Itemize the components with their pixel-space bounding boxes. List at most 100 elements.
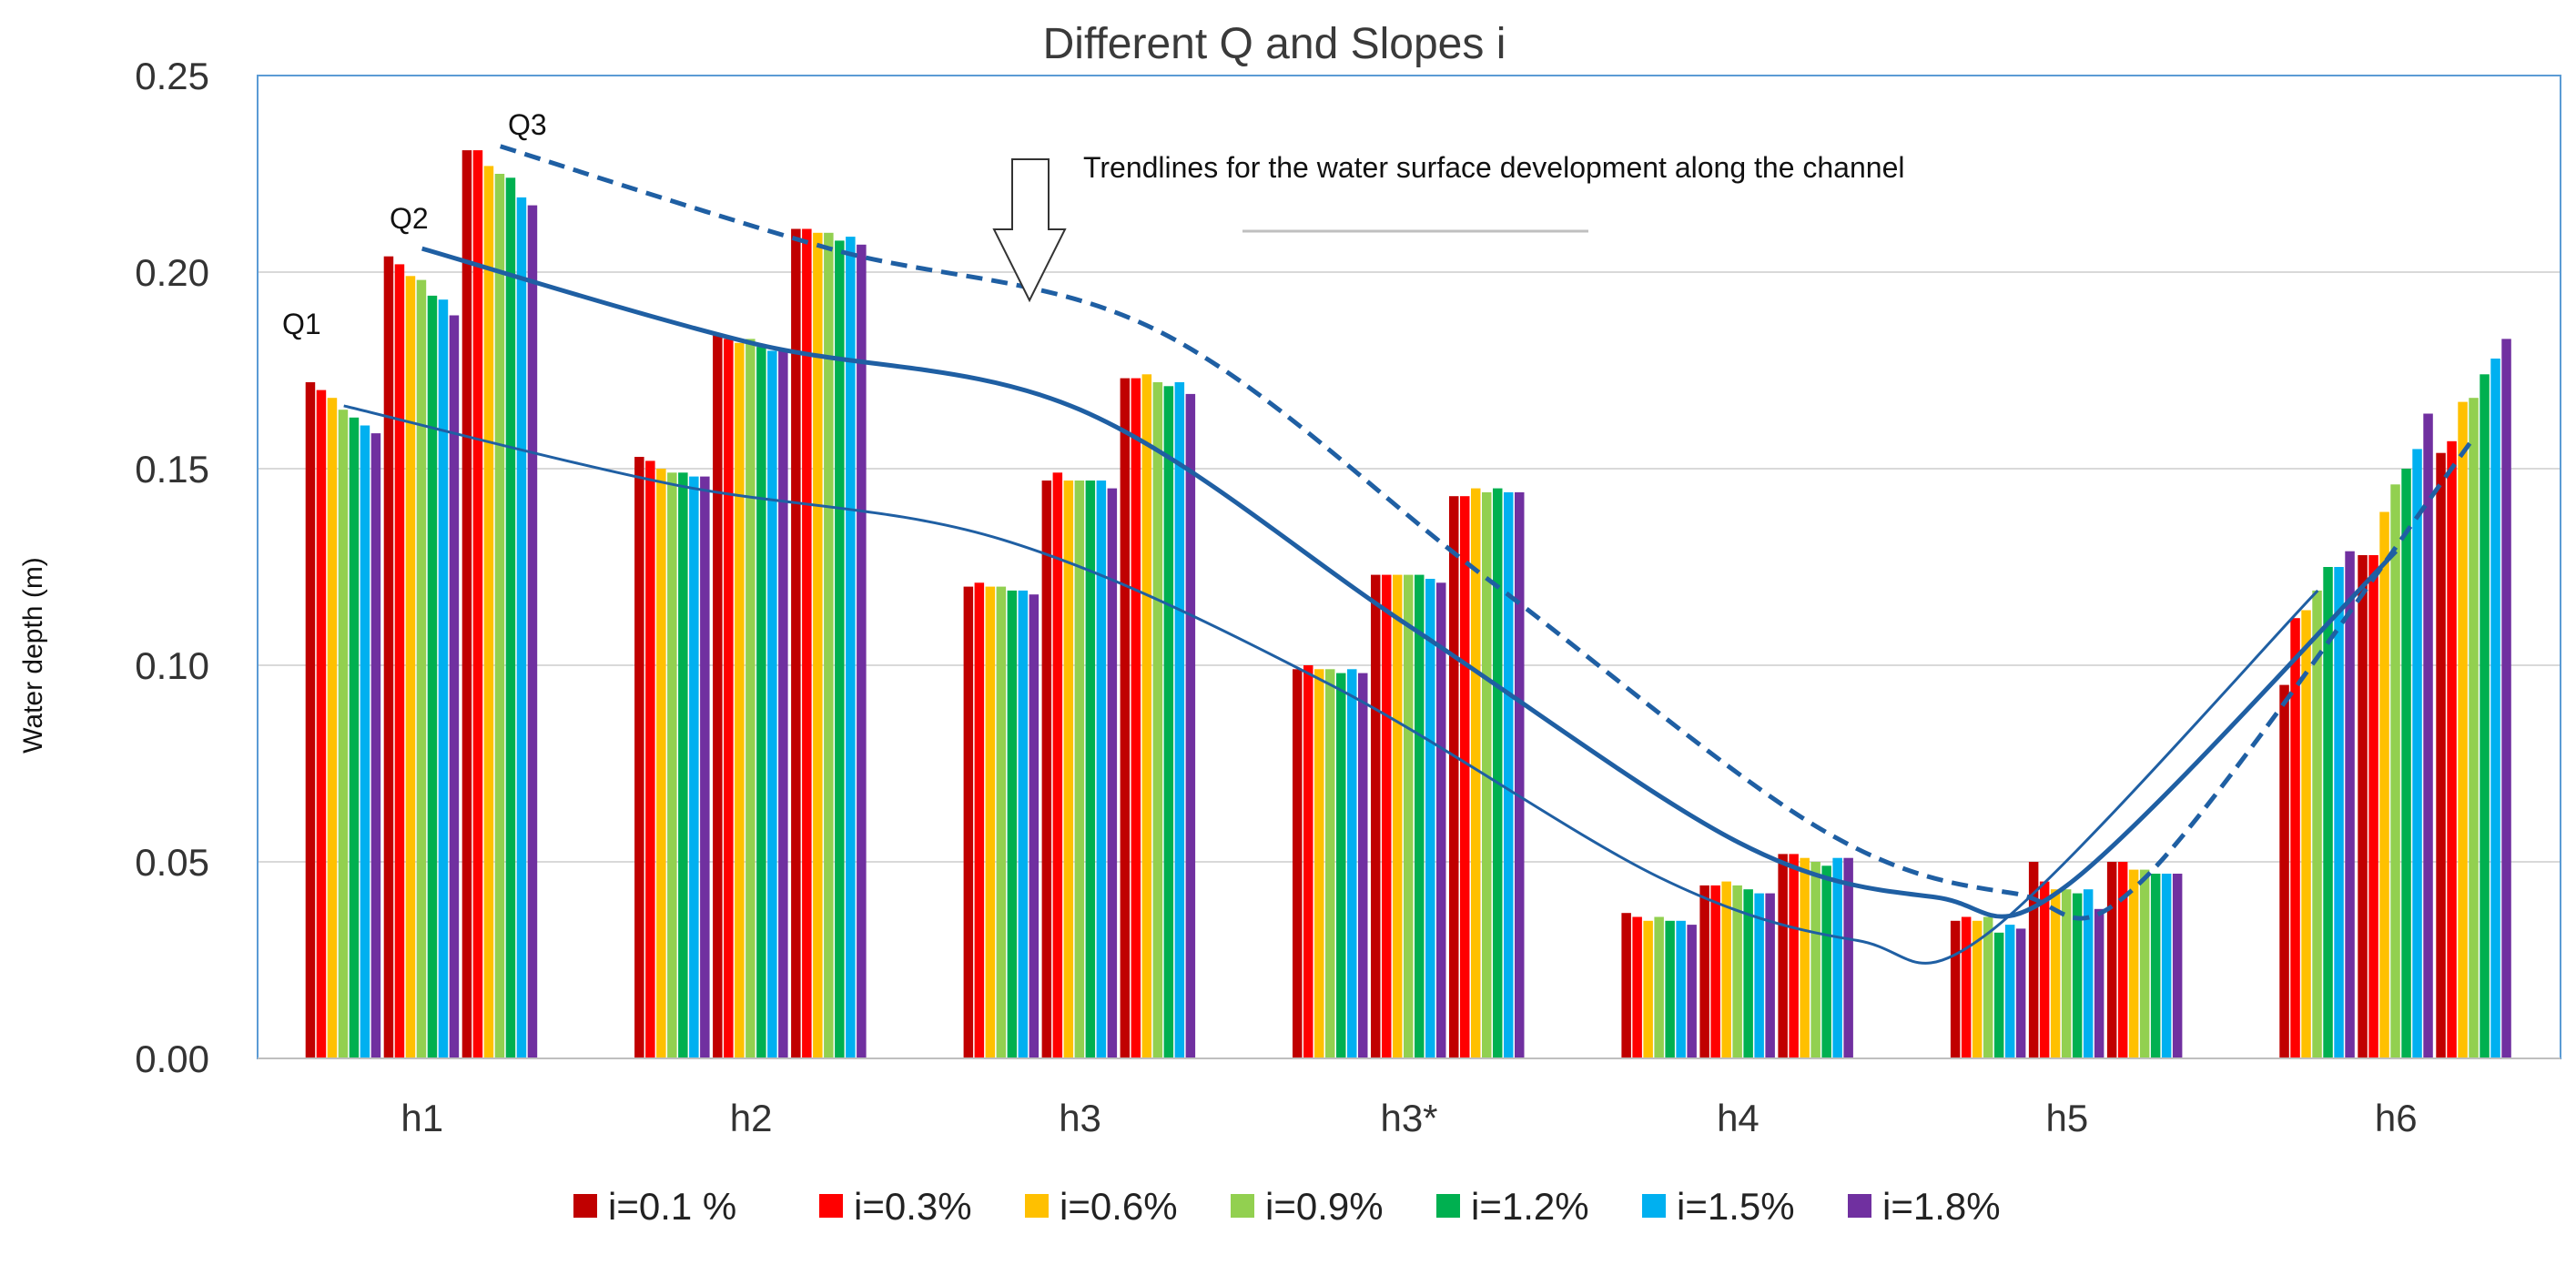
bar [1085,481,1096,1058]
bar [2072,893,2083,1058]
bar [494,174,505,1058]
bar [1293,669,1303,1058]
bar [1404,574,1414,1058]
bar [2150,874,2161,1058]
bar [1074,481,1085,1058]
bar [735,342,745,1058]
bar [2106,862,2117,1058]
bar [2083,889,2094,1058]
bar [2015,928,2026,1058]
bar [634,457,644,1058]
bar [2436,452,2446,1058]
bar [756,347,766,1059]
bar [1185,393,1196,1058]
bar [527,205,538,1059]
y-tick-label: 0.10 [135,644,209,687]
bar [2004,925,2015,1058]
legend-swatch [1848,1194,1871,1218]
y-tick-label: 0.25 [135,55,209,97]
bar [1382,574,1392,1058]
bar [963,586,974,1058]
bar [1415,574,1425,1058]
bar [2279,684,2289,1058]
bar [349,417,360,1058]
bar [2390,484,2400,1058]
bar [1800,857,1810,1058]
bar [1358,673,1368,1058]
bar [1460,496,1470,1058]
bar [2301,610,2311,1058]
bar [2172,874,2183,1058]
bar [1789,854,1799,1058]
bar [327,398,338,1058]
bar [1393,574,1403,1058]
bar [370,433,381,1059]
bar [1371,574,1381,1058]
bar [745,339,756,1058]
bar [338,410,349,1058]
bar [438,299,449,1058]
bar [1314,669,1324,1058]
y-tick-label: 0.20 [135,251,209,294]
bar [1303,665,1313,1058]
bar [405,276,416,1058]
legend-swatch [1231,1194,1254,1218]
legend-label: i=0.1 % [608,1185,736,1228]
bar [483,166,494,1058]
bar [2061,889,2072,1058]
bar [2412,449,2422,1058]
bar [1843,857,1853,1058]
bar [1347,669,1357,1058]
bar [416,279,427,1059]
bar [1832,857,1842,1058]
bar [316,390,327,1059]
bar [2379,511,2389,1058]
bar [824,232,834,1059]
bar [1632,916,1642,1058]
bar [1643,920,1653,1058]
legend-label: i=1.2% [1471,1185,1589,1228]
bar [505,177,516,1059]
bar [1325,669,1335,1058]
bar [2368,555,2378,1058]
bar [1778,854,1788,1058]
bar [394,264,405,1058]
bar [1107,488,1118,1058]
bar [813,232,823,1059]
trendline-q3 [499,144,2477,921]
bar [778,350,788,1058]
legend-swatch [1642,1194,1666,1218]
bar [1810,862,1820,1058]
legend-swatch [1436,1194,1460,1218]
legend-swatch [819,1194,843,1218]
bar [1961,916,1972,1058]
y-tick-label: 0.05 [135,841,209,884]
bar [1950,920,1961,1058]
bar [791,228,801,1058]
bar [2334,567,2344,1058]
bar [2323,567,2333,1058]
y-tick-label: 0.00 [135,1037,209,1080]
bar [767,350,777,1058]
bar [1141,374,1152,1058]
bar [1721,881,1731,1058]
bar [835,240,845,1058]
bar [1821,865,1831,1058]
q2-label: Q2 [390,202,429,235]
bar [1152,382,1163,1058]
bar [1018,590,1029,1058]
bar [2490,359,2500,1058]
x-tick-label: h2 [730,1097,773,1139]
bar [1765,893,1775,1058]
bar [2139,869,2150,1058]
bar [724,339,734,1058]
down-arrow-icon [992,158,1067,303]
q1-label: Q1 [282,308,321,340]
y-tick-label: 0.15 [135,448,209,491]
bar [1654,916,1664,1058]
bar [846,237,856,1059]
bar [449,315,460,1058]
bar [1436,582,1446,1058]
bar [678,472,688,1058]
